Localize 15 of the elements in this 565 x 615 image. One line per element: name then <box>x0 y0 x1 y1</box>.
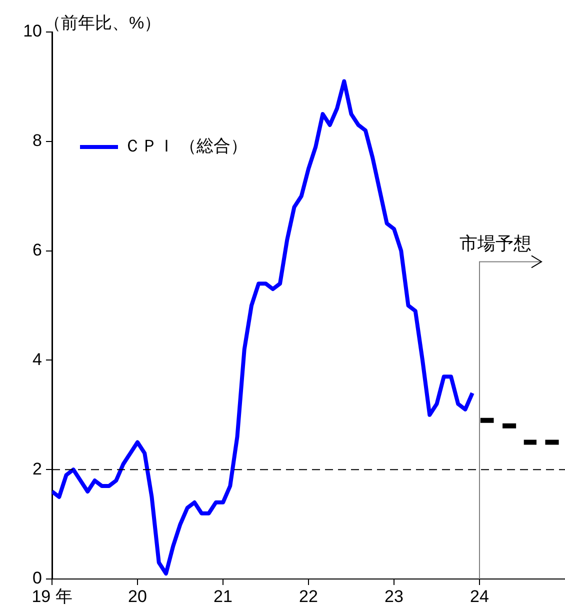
x-tick-label: 21 <box>214 586 232 606</box>
ref-line-label: 市場予想 <box>460 234 532 254</box>
y-tick-label: 0 <box>32 568 42 588</box>
x-tick-label: 23 <box>384 586 404 606</box>
x-tick-label: 20 <box>128 586 147 606</box>
y-tick-label: 4 <box>32 350 42 369</box>
x-tick-label: 24 <box>470 586 489 606</box>
x-tick-label: 22 <box>299 586 318 606</box>
y-tick-label: 10 <box>23 22 42 41</box>
x-tick-label: 19 年 <box>32 586 72 606</box>
y-tick-label: 6 <box>32 240 42 260</box>
y-tick-label: 8 <box>32 131 42 150</box>
y-axis-title: （前年比、%） <box>44 14 162 33</box>
legend-label: ＣＰＩ （総合） <box>124 136 248 156</box>
y-tick-label: 2 <box>32 459 42 478</box>
